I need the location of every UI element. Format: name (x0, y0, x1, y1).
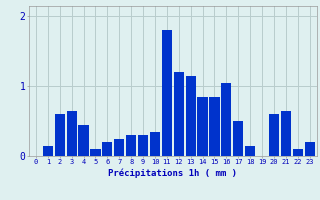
Bar (233, 121, 243, 156)
Bar (186, 76, 196, 156)
Bar (114, 139, 124, 156)
Bar (293, 149, 303, 156)
Bar (67, 111, 77, 156)
Bar (174, 72, 184, 156)
Bar (55, 114, 65, 156)
Bar (90, 149, 100, 156)
Bar (78, 125, 89, 156)
Bar (245, 146, 255, 156)
Bar (102, 142, 112, 156)
X-axis label: Précipitations 1h ( mm ): Précipitations 1h ( mm ) (108, 168, 237, 178)
Bar (138, 135, 148, 156)
Bar (305, 142, 315, 156)
Bar (209, 97, 220, 156)
Bar (150, 132, 160, 156)
Bar (269, 114, 279, 156)
Bar (281, 111, 291, 156)
Bar (43, 146, 53, 156)
Bar (162, 30, 172, 156)
Bar (126, 135, 136, 156)
Bar (221, 83, 231, 156)
Bar (197, 97, 208, 156)
